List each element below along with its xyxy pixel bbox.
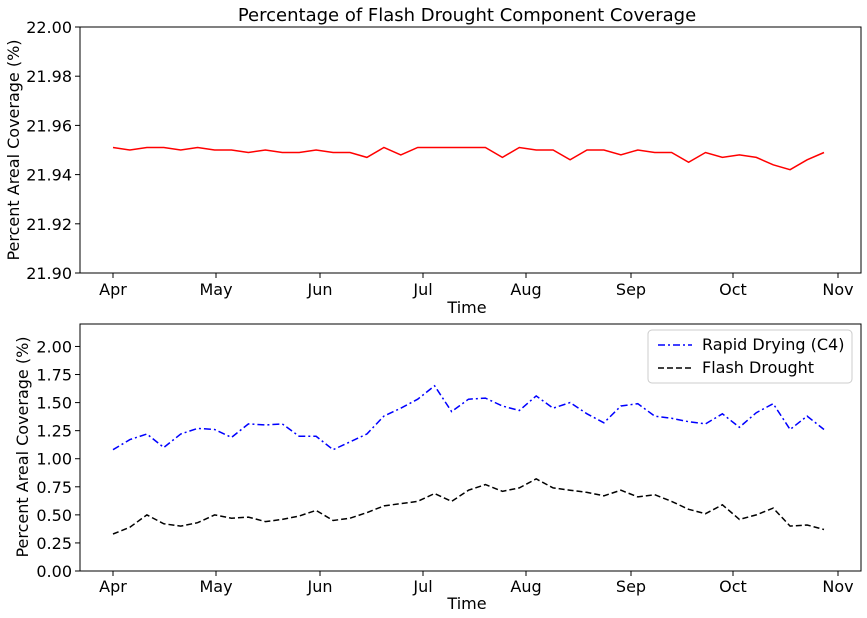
coverage-series-line [112, 146, 825, 171]
x-tick-label-may: May [199, 280, 232, 299]
rapid-drying-c4-series-line [112, 384, 825, 451]
x-tick-label-oct: Oct [719, 577, 747, 596]
legend-label-rapid-drying: Rapid Drying (C4) [702, 335, 844, 354]
x-tick-label-oct: Oct [719, 280, 747, 299]
y-tick-label: 2.00 [36, 337, 72, 356]
bottom-y-axis-ticks: 0.00 0.25 0.50 0.75 1.00 1.25 1.50 1.75 2.00 [36, 337, 80, 581]
x-tick-label-jul: Jul [412, 280, 432, 299]
bottom-chart-panel: 0.00 0.25 0.50 0.75 1.00 1.25 1.50 1.75 2.00 Apr… [13, 323, 862, 613]
x-tick-label-sep: Sep [616, 280, 646, 299]
top-chart-panel: Percentage of Flash Drought Component Co… [4, 5, 862, 317]
legend-box [647, 329, 853, 384]
bottom-x-axis-ticks: Apr May Jun Jul Aug Sep Oct Nov [99, 571, 854, 596]
legend: Rapid Drying (C4) Flash Drought [647, 329, 853, 384]
top-y-axis-ticks: 21.90 21.92 21.94 21.96 21.98 22.00 [26, 18, 80, 283]
flash-drought-series-line [112, 478, 825, 535]
top-x-axis-ticks: Apr May Jun Jul Aug Sep Oct Nov [99, 273, 854, 299]
y-tick-label: 1.75 [36, 366, 72, 385]
bottom-plot-frame [79, 323, 862, 572]
x-tick-label-jul: Jul [412, 577, 432, 596]
x-tick-label-nov: Nov [822, 577, 853, 596]
bottom-x-axis-label: Time [446, 594, 486, 613]
y-tick-label: 22.00 [26, 18, 72, 37]
y-tick-label: 0.25 [36, 534, 72, 553]
top-series-group [112, 146, 825, 171]
y-tick-label: 1.00 [36, 450, 72, 469]
y-tick-label: 0.00 [36, 562, 72, 581]
y-tick-label: 21.94 [26, 166, 72, 185]
y-tick-label: 0.75 [36, 478, 72, 497]
chart-title: Percentage of Flash Drought Component Co… [238, 5, 696, 26]
top-x-axis-label: Time [446, 298, 486, 317]
y-tick-label: 1.50 [36, 394, 72, 413]
y-tick-label: 21.92 [26, 215, 72, 234]
top-y-axis-label: Percent Areal Coverage (%) [4, 39, 23, 260]
y-tick-label: 21.98 [26, 67, 72, 86]
x-tick-label-sep: Sep [616, 577, 646, 596]
x-tick-label-nov: Nov [822, 280, 853, 299]
x-tick-label-apr: Apr [99, 577, 127, 596]
y-tick-label: 21.96 [26, 116, 72, 135]
x-tick-label-jun: Jun [307, 577, 333, 596]
bottom-series-group [112, 384, 825, 535]
x-tick-label-aug: Aug [510, 577, 541, 596]
bottom-y-axis-label: Percent Areal Coverage (%) [13, 336, 32, 557]
x-tick-label-may: May [199, 577, 232, 596]
y-tick-label: 21.90 [26, 264, 72, 283]
top-plot-frame [79, 26, 862, 274]
legend-label-flash-drought: Flash Drought [702, 358, 814, 377]
x-tick-label-apr: Apr [99, 280, 127, 299]
y-tick-label: 1.25 [36, 422, 72, 441]
x-tick-label-aug: Aug [510, 280, 541, 299]
y-tick-label: 0.50 [36, 506, 72, 525]
x-tick-label-jun: Jun [307, 280, 333, 299]
